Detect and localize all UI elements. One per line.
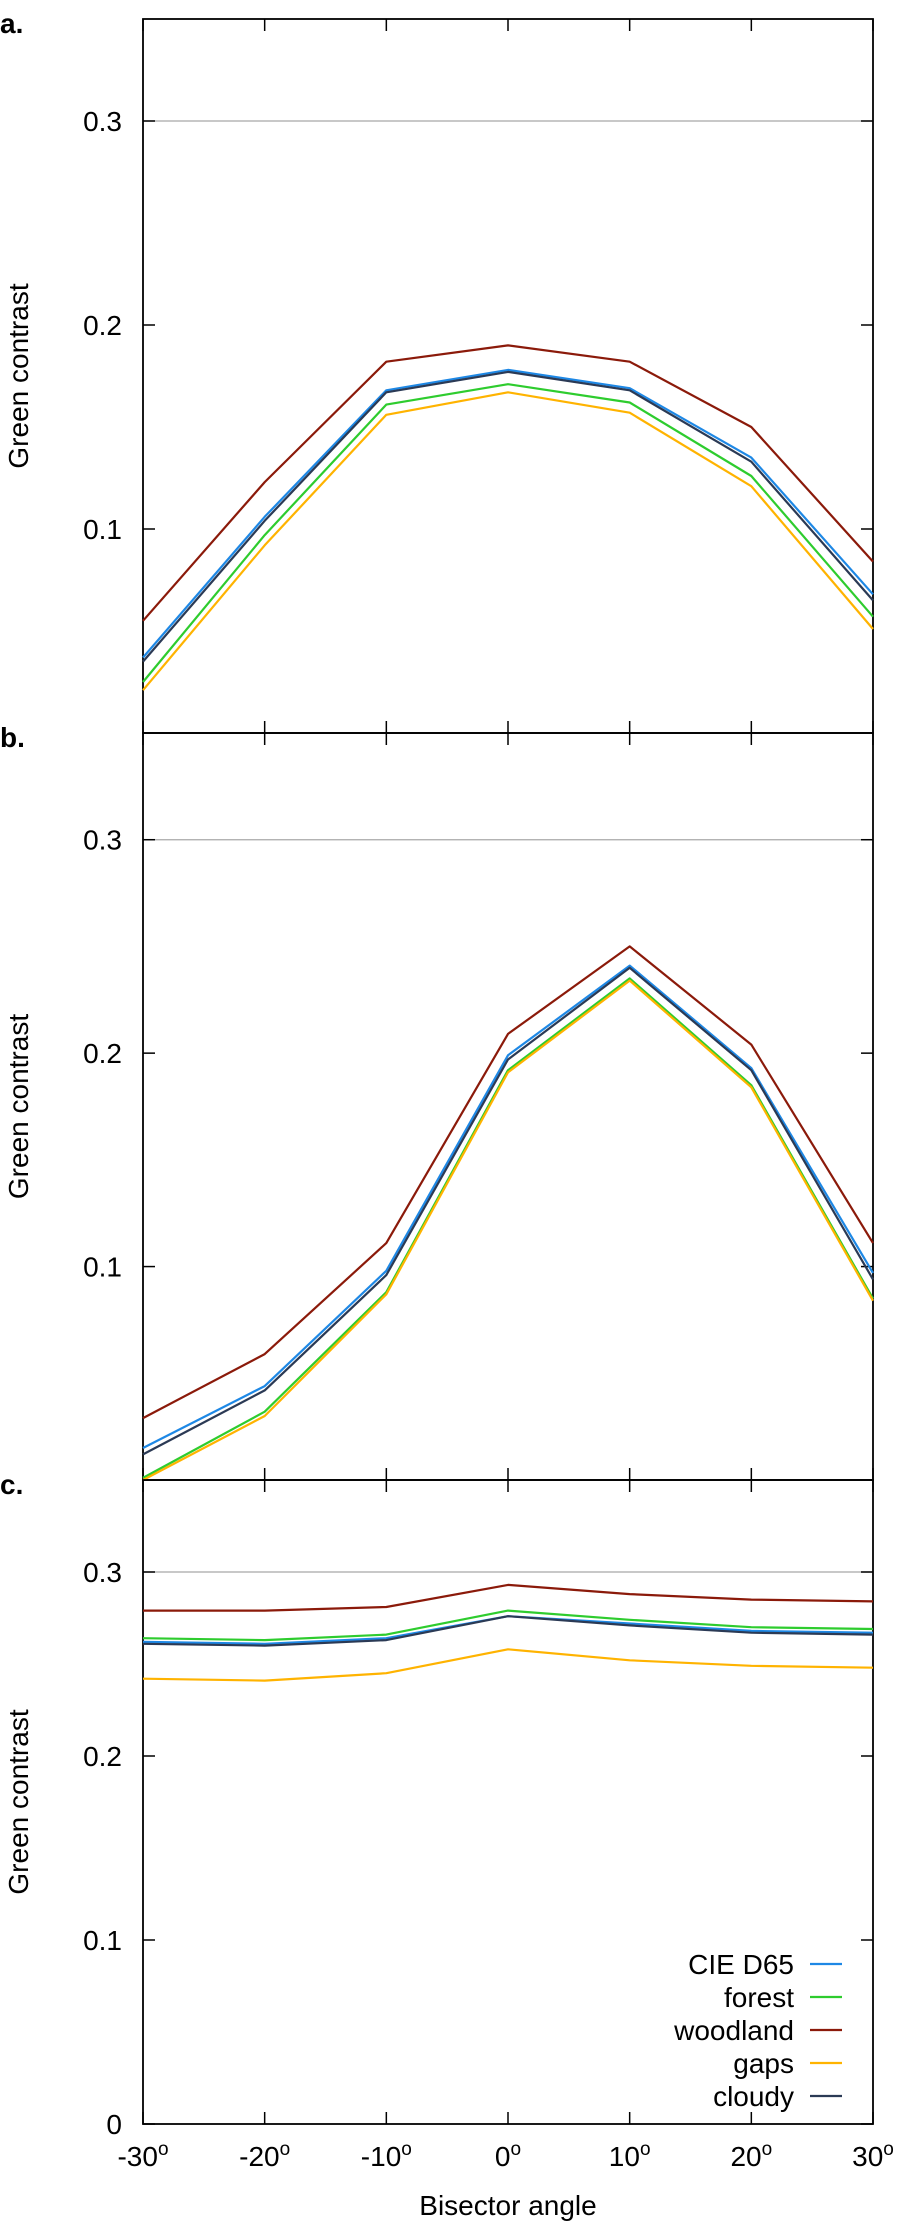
series-line-woodland [143,1583,874,1612]
panel-label: b. [0,722,25,753]
x-tick-label: 10o [609,2139,651,2172]
series-line-gaps [142,391,874,691]
y-tick-label: 0.1 [83,1925,122,1956]
x-tick-label: 0o [495,2139,521,2172]
y-tick-label: 0.3 [83,1557,122,1588]
y-tick-label: 0 [106,2109,122,2140]
legend-label: woodland [673,2015,794,2046]
x-tick-label: 30o [852,2139,894,2172]
series-line-gaps [142,979,874,1481]
series-line-forest [142,977,874,1479]
legend-label: forest [724,1982,794,2013]
legend-label: CIE D65 [688,1949,794,1980]
y-axis-label: Green contrast [3,283,34,468]
series-line-cie-d65 [142,368,874,659]
series-line-woodland [142,945,874,1420]
x-axis-label: Bisector angle [419,2190,596,2221]
x-tick-label: -30o [117,2139,168,2172]
y-tick-label: 0.3 [83,825,122,856]
series-line-cloudy [142,1615,874,1647]
x-tick-label: -20o [239,2139,290,2172]
y-axis-label: Green contrast [3,1709,34,1894]
legend-label: gaps [733,2048,794,2079]
series-line-woodland [142,344,874,622]
series-line-cie-d65 [142,964,874,1449]
series-line-forest [142,383,874,683]
y-tick-label: 0.2 [83,310,122,341]
y-tick-label: 0.1 [83,1252,122,1283]
y-tick-label: 0.2 [83,1741,122,1772]
series-line-gaps [142,1648,874,1682]
x-tick-label: -10o [361,2139,412,2172]
plot-frame [142,18,874,734]
series-line-forest [142,1609,874,1642]
panel-label: a. [0,8,23,39]
series-line-cloudy [142,370,874,663]
y-tick-label: 0.3 [83,106,122,137]
y-tick-label: 0.2 [83,1038,122,1069]
y-tick-label: 0.1 [83,514,122,545]
x-tick-label: 20o [730,2139,772,2172]
legend-label: cloudy [713,2081,794,2112]
panel-label: c. [0,1469,23,1500]
y-axis-label: Green contrast [3,1014,34,1199]
series-line-cloudy [142,966,874,1456]
